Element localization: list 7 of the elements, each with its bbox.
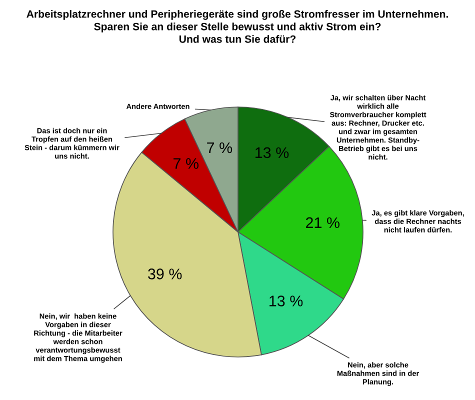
data-label: 21 % <box>306 217 340 228</box>
data-label: 13 % <box>256 147 289 158</box>
data-label: 7 % <box>174 158 199 169</box>
data-label: 7 % <box>207 142 232 154</box>
chart-title: Arbeitsplatzrechner und Peripheriegeräte sind große Stromfresser im Unternehmen. Sparen Sie an dieser Stelle bewusst und aktiv Strom ein? Und was tun Sie dafür? <box>26 10 448 43</box>
data-label: 13 % <box>270 296 303 306</box>
data-label: 39 % <box>148 268 182 280</box>
